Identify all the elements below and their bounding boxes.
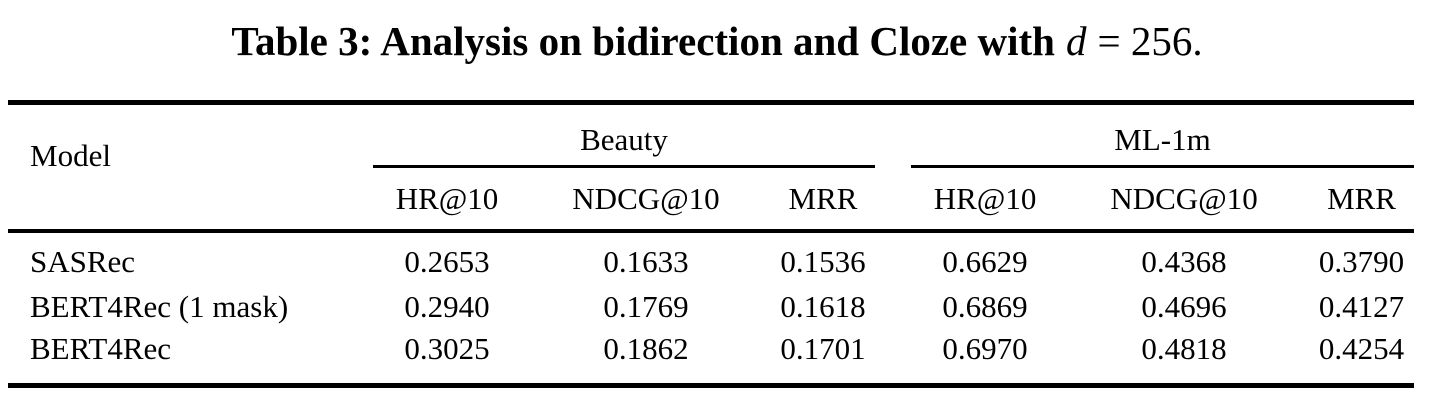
caption-math-value: = 256. (1097, 18, 1203, 64)
group-gap-cell (875, 284, 911, 330)
metric-value: 0.2653 (404, 243, 490, 279)
column-header-beauty-hr10: HR@10 (373, 166, 521, 233)
metric-value: 0.2940 (404, 289, 490, 324)
metric-value: 0.1618 (780, 289, 866, 324)
metric-value: 0.6869 (942, 289, 1028, 324)
metric-value: 0.1862 (603, 330, 689, 366)
column-header-ml1m-mrr: MRR (1309, 166, 1415, 233)
column-header-beauty-mrr: MRR (771, 166, 876, 233)
column-header-ml1m-ndcg10: NDCG@10 (1059, 166, 1310, 233)
caption-math-variable: d (1065, 18, 1087, 64)
row-label: BERT4Rec (1 mask) (30, 289, 289, 324)
metric-value: 0.1633 (603, 243, 689, 279)
metric-value: 0.4127 (1318, 289, 1405, 324)
metric-value: 0.6970 (942, 330, 1028, 366)
column-header-ml1m-hr10: HR@10 (911, 166, 1060, 233)
group-gap-cell (875, 231, 911, 284)
caption-text: Table 3: Analysis on bidirection and Clo… (231, 18, 1055, 64)
group-header-row: Model Beauty ML-1m (8, 102, 1415, 233)
metric-value: 0.1769 (603, 289, 689, 324)
table-row-bert4rec-1mask: BERT4Rec (1 mask) 0.2940 0.1769 0.1618 0… (8, 284, 1414, 330)
metric-value: 0.6629 (942, 243, 1028, 279)
metric-value: 0.4818 (1141, 330, 1227, 366)
table-row-bert4rec: BERT4Rec 0.3025 0.1862 0.1701 0.6970 0.4… (8, 330, 1414, 386)
row-label: SASRec (30, 243, 136, 279)
results-table: Model Beauty ML-1m HR@10 NDCG@10 MRR HR@… (8, 100, 1415, 388)
metric-value: 0.4368 (1141, 243, 1227, 279)
table-row-sasrec: SASRec 0.2653 0.1633 0.1536 0.6629 0.436… (8, 231, 1414, 284)
column-header-model: Model (8, 102, 373, 233)
metric-header-row: HR@10 NDCG@10 MRR HR@10 NDCG@10 MRR (8, 166, 1415, 233)
group-gap-cell (875, 330, 911, 386)
row-label: BERT4Rec (30, 330, 172, 366)
metric-value: 0.3025 (404, 330, 490, 366)
metric-value: 0.3790 (1318, 243, 1405, 279)
metric-value: 0.4696 (1141, 289, 1227, 324)
metric-value: 0.1701 (780, 330, 866, 366)
metric-value: 0.1536 (780, 243, 866, 279)
group-header-beauty: Beauty (373, 102, 876, 168)
table-caption: Table 3: Analysis on bidirection and Clo… (0, 0, 1434, 100)
column-header-beauty-ndcg10: NDCG@10 (521, 166, 771, 233)
group-gap (875, 102, 912, 233)
metric-value: 0.4254 (1318, 330, 1405, 366)
group-header-ml1m: ML-1m (911, 102, 1415, 168)
